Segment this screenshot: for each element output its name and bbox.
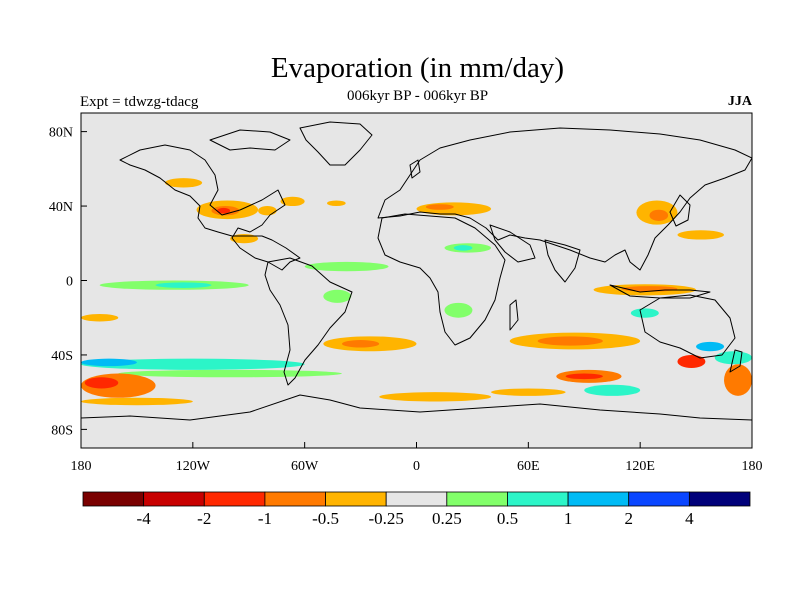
region-n-america-east	[258, 206, 277, 216]
region-atlantic-nw	[280, 196, 305, 207]
lat-tick-label: 80S	[51, 423, 73, 438]
colorbar-swatch	[507, 491, 569, 507]
colorbar-label: 2	[624, 509, 633, 528]
region-africa-south	[444, 302, 473, 318]
coast-africa	[377, 213, 506, 346]
coast-arctic-islands	[209, 129, 291, 151]
lon-tick-label: 180	[742, 459, 763, 474]
lon-tick-label: 0	[413, 459, 420, 474]
colorbar-label: -1	[258, 509, 272, 528]
experiment-label: Expt = tdwzg-tdacg	[80, 94, 199, 110]
colorbar-swatch	[264, 491, 326, 507]
lon-tick-label: 120W	[176, 459, 211, 474]
region-nw-pacific	[677, 230, 725, 240]
lat-tick-label: 40S	[51, 349, 73, 364]
coast-india	[544, 239, 581, 283]
colorbar-swatch	[82, 491, 145, 507]
coast-new-zealand	[729, 349, 743, 373]
region-s-pacific-east-red	[724, 364, 752, 396]
colorbar-swatch	[628, 491, 690, 507]
coast-japan	[669, 194, 691, 227]
region-east-asia-core	[649, 209, 669, 221]
region-africa-sahel-cyan	[453, 245, 473, 251]
anomaly-regions	[81, 178, 752, 406]
region-mediterranean-core	[425, 204, 454, 210]
region-s-pacific-west	[81, 314, 119, 322]
lon-ticks: 180 120W 60W 0 60E 120E 180	[71, 442, 763, 474]
colorbar-swatch	[203, 491, 266, 507]
region-n-pacific-blob	[164, 178, 203, 188]
region-atlantic-mid-north	[327, 200, 346, 207]
region-mediterranean	[416, 202, 492, 216]
region-s-pacific-blue-band	[81, 358, 137, 367]
coast-antarctica	[81, 394, 752, 421]
colorbar-swatch	[325, 491, 387, 507]
coast-uk	[409, 159, 421, 179]
region-s-indian-ocean-core	[537, 336, 603, 346]
colorbar-label: 0.5	[497, 509, 518, 528]
coast-maritime-continent	[609, 284, 711, 299]
region-s-pacific-cyan-band	[81, 358, 305, 370]
coast-madagascar	[509, 299, 519, 331]
colorbar-label: -4	[137, 509, 152, 528]
colorbar-swatch	[567, 491, 630, 507]
coast-arabia	[489, 224, 536, 263]
lat-ticks: 80N 40N 0 40S 80S	[49, 126, 87, 438]
lon-tick-label: 60E	[517, 459, 540, 474]
region-n-america-west-deep	[217, 207, 231, 214]
coast-australia	[639, 294, 736, 359]
lon-tick-label: 120E	[625, 459, 655, 474]
colorbar-label: 1	[564, 509, 573, 528]
region-s-pacific-south-orange	[81, 397, 193, 406]
lat-tick-label: 80N	[49, 126, 73, 141]
region-gulf-mexico	[230, 233, 259, 244]
region-tasman-blue	[696, 341, 725, 352]
coast-greenland	[299, 121, 373, 166]
colorbar-label: 0.25	[432, 509, 462, 528]
region-s-indian-red-core	[565, 373, 603, 380]
region-s-atlantic-mid-core	[341, 340, 380, 348]
lat-tick-label: 0	[66, 275, 73, 290]
region-s-pacific-red-core	[84, 377, 119, 389]
map-background	[81, 113, 752, 448]
region-nw-australia-cyan	[630, 308, 659, 318]
coast-south-america	[264, 257, 353, 386]
region-tropical-atlantic-green	[304, 261, 389, 272]
map-title: Evaporation (in mm/day)	[270, 52, 565, 84]
region-s-indian-cyan	[584, 384, 641, 396]
colorbar-swatch	[446, 491, 508, 507]
map-subtitle: 006kyr BP - 006kyr BP	[346, 88, 489, 104]
colorbar-label: 4	[685, 509, 694, 528]
region-s-atlantic-south-orange	[379, 392, 492, 402]
region-s-indian-south-orange	[491, 388, 566, 396]
colorbar-label: -0.5	[312, 509, 339, 528]
colorbar-swatch	[385, 491, 448, 507]
lon-tick-label: 60W	[291, 459, 319, 474]
region-s-america-east	[323, 289, 352, 303]
coastlines	[81, 121, 752, 421]
colorbar-swatch	[688, 491, 751, 507]
region-tasman-red	[677, 354, 706, 368]
region-s-pacific-green-band	[118, 369, 342, 378]
colorbar-label: -0.25	[368, 509, 403, 528]
colorbar-label: -2	[197, 509, 211, 528]
coast-north-america	[119, 144, 301, 271]
colorbar: -4 -2 -1 -0.5 -0.25 0.25 0.5 1 2 4	[82, 491, 751, 528]
season-label: JJA	[727, 94, 752, 109]
region-tropical-pacific-east-cyan	[155, 282, 212, 288]
colorbar-swatch	[143, 491, 205, 507]
lat-tick-label: 40N	[49, 200, 73, 215]
lon-tick-label: 180	[71, 459, 92, 474]
